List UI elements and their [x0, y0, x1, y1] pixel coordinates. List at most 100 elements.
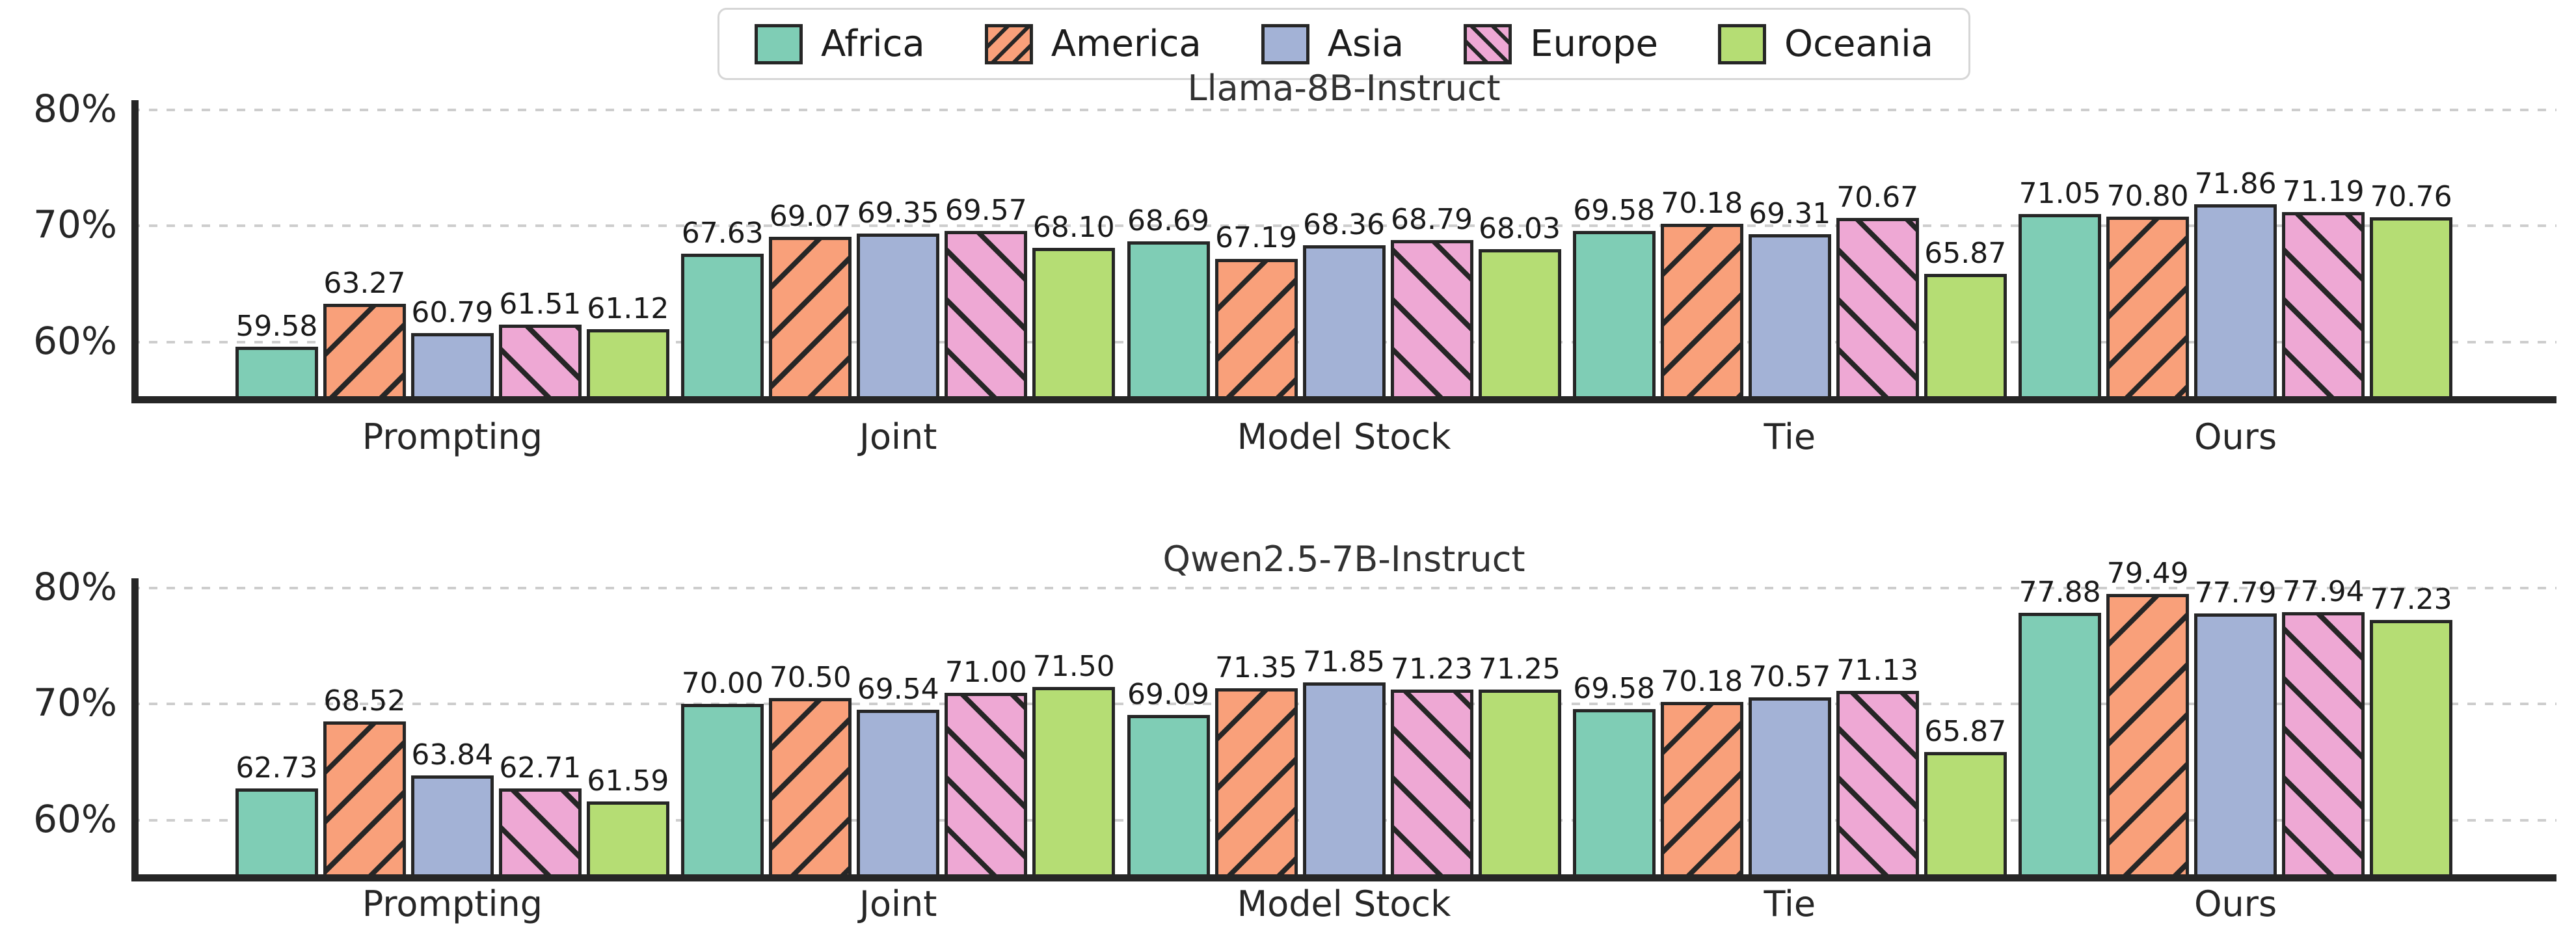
bar-america-ours [2106, 217, 2190, 400]
bar-asia-ours [2194, 613, 2277, 878]
bar-value-europe-tie: 71.13 [1836, 654, 1919, 688]
bar-value-asia-ours: 77.79 [2194, 576, 2277, 610]
bar-europe-model-stock [1390, 690, 1473, 878]
xtick-prompting: Prompting [362, 416, 543, 457]
bar-oceania-tie [1924, 752, 2007, 878]
ytick-60: 60% [33, 318, 117, 363]
bar-europe-joint [945, 692, 1028, 878]
bar-value-america-prompting: 68.52 [323, 684, 406, 718]
bar-america-joint [769, 698, 852, 878]
america-swatch-icon [984, 23, 1033, 64]
chart-title-llama-8b-instruct: Llama-8B-Instruct [1187, 68, 1501, 109]
legend-item-europe: Europe [1464, 23, 1658, 65]
bar-oceania-joint [1032, 248, 1116, 400]
bar-value-asia-joint: 69.35 [857, 196, 939, 230]
gridline-70 [131, 224, 2556, 228]
bar-value-oceania-joint: 71.50 [1032, 649, 1115, 683]
bar-value-africa-model-stock: 68.69 [1127, 204, 1209, 237]
plot-area-llama-8b-instruct: 60% 70% 80% 59.58 67.63 68.69 69.58 71.05 63.27 6… [33, 87, 2556, 403]
bar-value-africa-tie: 69.58 [1573, 193, 1656, 227]
legend-label-asia: Asia [1327, 23, 1404, 65]
bar-value-america-prompting: 63.27 [323, 267, 406, 301]
ytick-80: 80% [33, 86, 117, 131]
legend-label-america: America [1051, 23, 1201, 65]
europe-swatch-icon [1464, 23, 1512, 64]
bar-value-america-tie: 70.18 [1661, 665, 1743, 699]
bar-value-europe-ours: 71.19 [2282, 175, 2365, 209]
bar-value-asia-prompting: 63.84 [411, 738, 494, 772]
legend-item-asia: Asia [1261, 23, 1404, 65]
bar-africa-joint [681, 253, 764, 400]
bar-africa-model-stock [1127, 241, 1210, 400]
legend-item-africa: Africa [754, 23, 925, 65]
bar-europe-model-stock [1390, 239, 1473, 400]
bar-value-oceania-model-stock: 68.03 [1479, 211, 1561, 245]
bar-value-europe-tie: 70.67 [1836, 181, 1919, 215]
bar-value-europe-model-stock: 71.23 [1391, 652, 1473, 686]
xtick-model-stock: Model Stock [1237, 883, 1451, 924]
legend-item-america: America [984, 23, 1201, 65]
bar-oceania-model-stock [1478, 690, 1561, 878]
legend-label-europe: Europe [1530, 23, 1658, 65]
xtick-ours: Ours [2194, 883, 2277, 924]
bar-value-asia-tie: 69.31 [1749, 196, 1831, 230]
bar-value-america-tie: 70.18 [1661, 187, 1743, 221]
bar-africa-prompting [235, 347, 318, 400]
bar-value-oceania-tie: 65.87 [1924, 237, 2007, 271]
bar-europe-ours [2282, 611, 2365, 878]
bar-value-america-ours: 70.80 [2106, 180, 2189, 213]
bar-america-ours [2106, 594, 2190, 878]
bar-america-prompting [323, 721, 406, 878]
xtick-model-stock: Model Stock [1237, 416, 1451, 457]
bar-value-america-model-stock: 67.19 [1215, 221, 1297, 255]
chart-title-qwen2-5-7b-instruct: Qwen2.5-7B-Instruct [1162, 539, 1525, 580]
bar-value-africa-model-stock: 69.09 [1127, 677, 1209, 711]
bar-asia-model-stock [1302, 245, 1386, 400]
legend-label-africa: Africa [820, 23, 925, 65]
bar-oceania-tie [1924, 274, 2007, 400]
bar-value-europe-prompting: 61.51 [499, 287, 582, 321]
bar-asia-ours [2194, 204, 2277, 400]
bar-asia-joint [857, 709, 940, 878]
ytick-80: 80% [33, 564, 117, 609]
bar-oceania-joint [1032, 686, 1116, 878]
gridline-80 [131, 586, 2556, 589]
bar-value-africa-tie: 69.58 [1573, 671, 1656, 705]
x-axis-line [131, 396, 2556, 403]
bar-value-africa-ours: 71.05 [2019, 176, 2101, 210]
bar-value-africa-prompting: 59.58 [235, 310, 318, 343]
bar-value-oceania-model-stock: 71.25 [1479, 652, 1561, 686]
xtick-joint: Joint [859, 883, 937, 924]
bar-asia-prompting [410, 775, 494, 878]
bar-value-asia-joint: 69.54 [857, 672, 939, 706]
bar-asia-tie [1748, 697, 1831, 878]
bar-oceania-prompting [586, 329, 669, 400]
xtick-prompting: Prompting [362, 883, 543, 924]
bar-value-asia-prompting: 60.79 [411, 295, 494, 329]
bar-oceania-prompting [586, 801, 669, 878]
legend-label-oceania: Oceania [1784, 23, 1934, 65]
ytick-70: 70% [33, 202, 117, 247]
bar-value-europe-model-stock: 68.79 [1391, 202, 1473, 236]
bar-oceania-ours [2370, 217, 2453, 400]
bar-europe-prompting [498, 324, 582, 400]
bar-asia-model-stock [1302, 682, 1386, 878]
bar-value-america-joint: 69.07 [769, 199, 852, 233]
bar-value-asia-ours: 71.86 [2194, 167, 2277, 201]
bar-value-oceania-ours: 77.23 [2370, 583, 2452, 617]
bar-africa-model-stock [1127, 714, 1210, 878]
bar-asia-tie [1748, 234, 1831, 400]
legend: Africa America Asia Europe Oceania [717, 8, 1971, 80]
plot-area-qwen2-5-7b-instruct: 60% 70% 80% 62.73 70.00 69.09 69.58 77.88 68.52 7… [33, 557, 2556, 881]
bar-value-africa-joint: 67.63 [681, 216, 764, 250]
y-axis-spine [131, 100, 139, 403]
bar-value-europe-joint: 71.00 [945, 655, 1027, 689]
bar-value-oceania-ours: 70.76 [2370, 180, 2452, 213]
ytick-70: 70% [33, 680, 117, 725]
bar-america-tie [1660, 224, 1743, 400]
bar-value-america-joint: 70.50 [769, 661, 852, 695]
bar-america-tie [1660, 702, 1743, 878]
bar-value-oceania-tie: 65.87 [1924, 715, 2007, 749]
bar-value-africa-ours: 77.88 [2019, 575, 2101, 609]
